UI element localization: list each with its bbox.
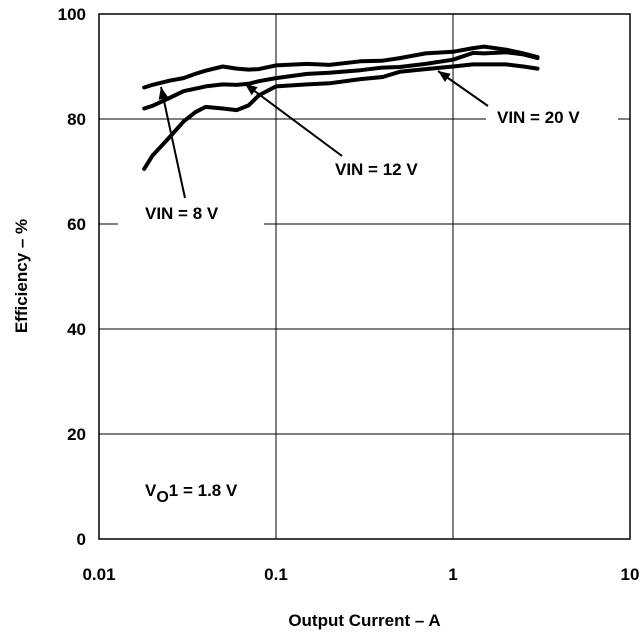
arrowhead-icon — [438, 71, 451, 82]
y-tick-label: 80 — [67, 110, 86, 129]
y-tick-label: 60 — [67, 215, 86, 234]
output-voltage-note: VO1 = 1.8 V — [145, 481, 238, 506]
x-tick-label: 0.1 — [264, 565, 288, 584]
arrowhead-icon — [245, 84, 258, 96]
note-prefix: V — [145, 481, 157, 500]
x-tick-label: 1 — [448, 565, 457, 584]
plot-frame — [98, 13, 631, 540]
series-line-vin-20-v — [142, 62, 540, 171]
series-line-vin-12-v — [142, 50, 540, 111]
y-tick-label: 0 — [77, 530, 86, 549]
annotation-background — [118, 474, 266, 510]
annotation-backgrounds — [118, 100, 618, 510]
x-tick-label: 10 — [621, 565, 640, 584]
annotation-background — [326, 154, 448, 182]
x-axis-label: Output Current – A — [288, 611, 440, 630]
y-axis-label: Efficiency – % — [12, 219, 31, 333]
annotation-leader-line — [244, 83, 343, 157]
annotation-vin-8v: VIN = 8 V — [145, 204, 219, 223]
y-tick-label: 100 — [58, 5, 86, 24]
annotation-background — [118, 196, 264, 226]
series-line-vin-8-v — [142, 44, 540, 90]
note-suffix: 1 = 1.8 V — [169, 481, 238, 500]
annotation-vin-12v: VIN = 12 V — [335, 160, 418, 179]
annotation-background — [486, 100, 618, 130]
y-tick-label: 40 — [67, 320, 86, 339]
annotation-vin-20v: VIN = 20 V — [497, 108, 580, 127]
annotation-leader-line — [160, 86, 186, 199]
note-subscript: O — [156, 489, 168, 506]
x-tick-label: 0.01 — [82, 565, 115, 584]
annotation-leaders — [158, 70, 489, 199]
arrowhead-icon — [158, 87, 169, 100]
series-lines — [142, 44, 540, 171]
y-tick-label: 20 — [67, 425, 86, 444]
